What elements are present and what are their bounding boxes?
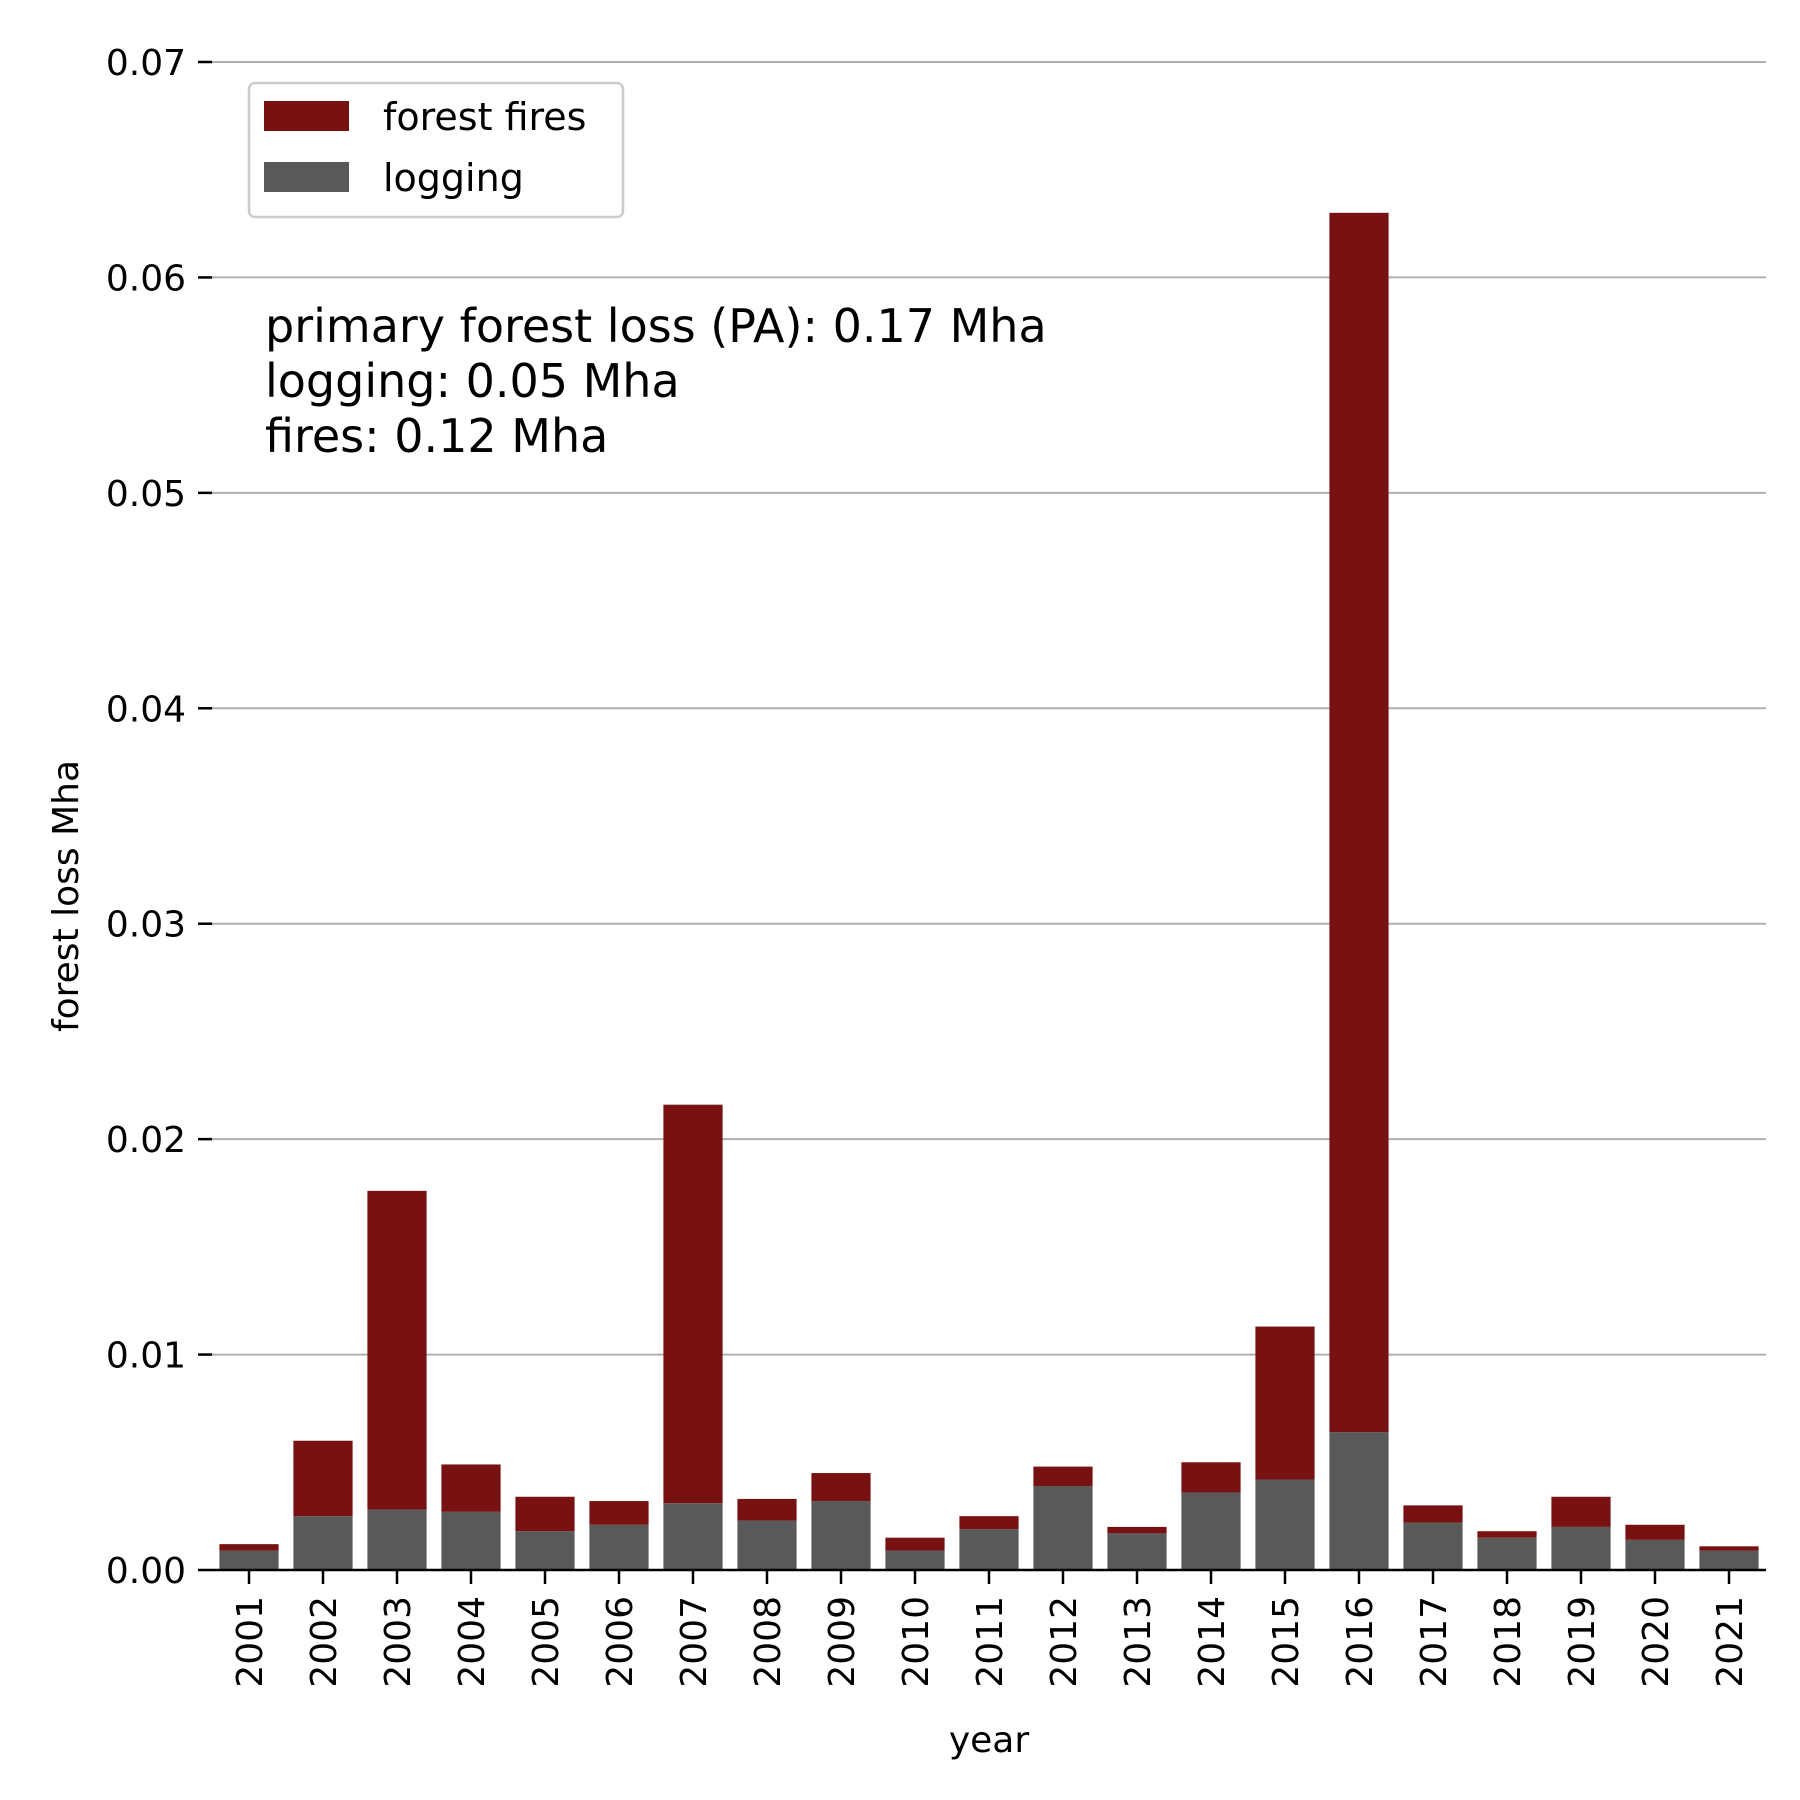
- x-tick-label: 2017: [1414, 1596, 1455, 1688]
- bar-forest-fires-2005: [515, 1496, 575, 1532]
- legend-swatch-logging: [264, 162, 349, 192]
- x-tick-label: 2003: [378, 1596, 419, 1688]
- annotation-line-total: primary forest loss (PA): 0.17 Mha: [265, 299, 1047, 353]
- legend-label-logging: logging: [383, 156, 524, 200]
- x-tick-label: 2020: [1636, 1596, 1677, 1688]
- bar-logging-2017: [1403, 1522, 1463, 1570]
- bar-logging-2016: [1329, 1432, 1389, 1570]
- bar-logging-2007: [663, 1503, 723, 1570]
- summary-annotation: primary forest loss (PA): 0.17 Mha loggi…: [265, 299, 1047, 463]
- bar-logging-2001: [219, 1550, 279, 1570]
- bar-forest-fires-2015: [1255, 1326, 1315, 1480]
- bar-logging-2010: [885, 1550, 945, 1570]
- x-tick-label: 2010: [896, 1596, 937, 1688]
- y-tick-label: 0.02: [106, 1120, 186, 1161]
- bar-forest-fires-2012: [1033, 1466, 1093, 1486]
- y-tick-label: 0.05: [106, 474, 186, 515]
- bar-forest-fires-2001: [219, 1544, 279, 1551]
- bar-logging-2004: [441, 1511, 501, 1570]
- bar-forest-fires-2020: [1625, 1524, 1685, 1540]
- bar-forest-fires-2013: [1107, 1526, 1167, 1534]
- bar-logging-2012: [1033, 1485, 1093, 1570]
- x-tick-label: 2018: [1488, 1596, 1529, 1688]
- annotation-line-fires: fires: 0.12 Mha: [265, 409, 608, 463]
- y-tick-label: 0.00: [106, 1551, 186, 1592]
- bar-logging-2009: [811, 1501, 871, 1570]
- bar-forest-fires-2009: [811, 1473, 871, 1502]
- bar-forest-fires-2016: [1329, 212, 1389, 1433]
- legend-label-forest-fires: forest fires: [383, 95, 586, 139]
- x-tick-label: 2001: [230, 1596, 271, 1688]
- x-axis-title: year: [949, 1720, 1030, 1761]
- x-tick-label: 2019: [1562, 1596, 1603, 1688]
- y-tick-label: 0.07: [106, 43, 186, 84]
- bar-forest-fires-2010: [885, 1537, 945, 1551]
- x-tick-label: 2005: [526, 1596, 567, 1688]
- x-tick-label: 2011: [970, 1596, 1011, 1688]
- bar-logging-2008: [737, 1520, 797, 1570]
- bar-forest-fires-2002: [293, 1440, 353, 1517]
- bar-forest-fires-2006: [589, 1501, 649, 1525]
- bar-forest-fires-2019: [1551, 1496, 1611, 1527]
- x-axis-ticks: 2001 2002 2003 2004 2005 2006 2007 2008 2009 2010…: [230, 1570, 1751, 1688]
- y-tick-label: 0.03: [106, 905, 186, 946]
- bar-logging-2002: [293, 1516, 353, 1570]
- bar-forest-fires-2021: [1699, 1546, 1759, 1551]
- bar-logging-2015: [1255, 1479, 1315, 1570]
- bar-logging-2020: [1625, 1539, 1685, 1570]
- bar-logging-2021: [1699, 1550, 1759, 1570]
- x-tick-label: 2014: [1192, 1596, 1233, 1688]
- x-tick-label: 2002: [304, 1596, 345, 1688]
- bar-forest-fires-2014: [1181, 1462, 1241, 1493]
- y-tick-label: 0.04: [106, 689, 186, 730]
- bar-logging-2011: [959, 1529, 1019, 1570]
- bar-forest-fires-2011: [959, 1516, 1019, 1530]
- x-tick-label: 2008: [748, 1596, 789, 1688]
- bar-forest-fires-2008: [737, 1498, 797, 1521]
- x-tick-label: 2015: [1266, 1596, 1307, 1688]
- x-tick-label: 2004: [452, 1596, 493, 1688]
- bar-forest-fires-2018: [1477, 1531, 1537, 1538]
- gridlines: [212, 61, 1766, 1356]
- bar-logging-2005: [515, 1531, 575, 1570]
- bar-logging-2003: [367, 1509, 427, 1570]
- y-tick-label: 0.06: [106, 258, 186, 299]
- x-tick-label: 2016: [1340, 1596, 1381, 1688]
- bar-logging-2006: [589, 1524, 649, 1570]
- bar-logging-2019: [1551, 1526, 1611, 1570]
- bar-forest-fires-2017: [1403, 1505, 1463, 1523]
- bar-forest-fires-2004: [441, 1464, 501, 1512]
- y-tick-label: 0.01: [106, 1336, 186, 1377]
- bar-logging-2014: [1181, 1492, 1241, 1570]
- legend: forest fires logging: [247, 81, 625, 219]
- annotation-line-logging: logging: 0.05 Mha: [265, 354, 680, 408]
- x-tick-label: 2009: [822, 1596, 863, 1688]
- x-tick-label: 2007: [674, 1596, 715, 1688]
- bar-forest-fires-2007: [663, 1104, 723, 1504]
- y-axis-title: forest loss Mha: [46, 760, 87, 1032]
- x-tick-label: 2013: [1118, 1596, 1159, 1688]
- y-axis-ticks: 0.00 0.01 0.02 0.03 0.04 0.05 0.06 0.07: [106, 43, 212, 1592]
- legend-swatch-forest-fires: [264, 101, 349, 131]
- x-tick-label: 2006: [600, 1596, 641, 1688]
- bar-forest-fires-2003: [367, 1190, 427, 1510]
- bars: [219, 212, 1759, 1570]
- bar-logging-2018: [1477, 1537, 1537, 1570]
- x-tick-label: 2012: [1044, 1596, 1085, 1688]
- x-tick-label: 2021: [1710, 1596, 1751, 1688]
- bar-logging-2013: [1107, 1533, 1167, 1570]
